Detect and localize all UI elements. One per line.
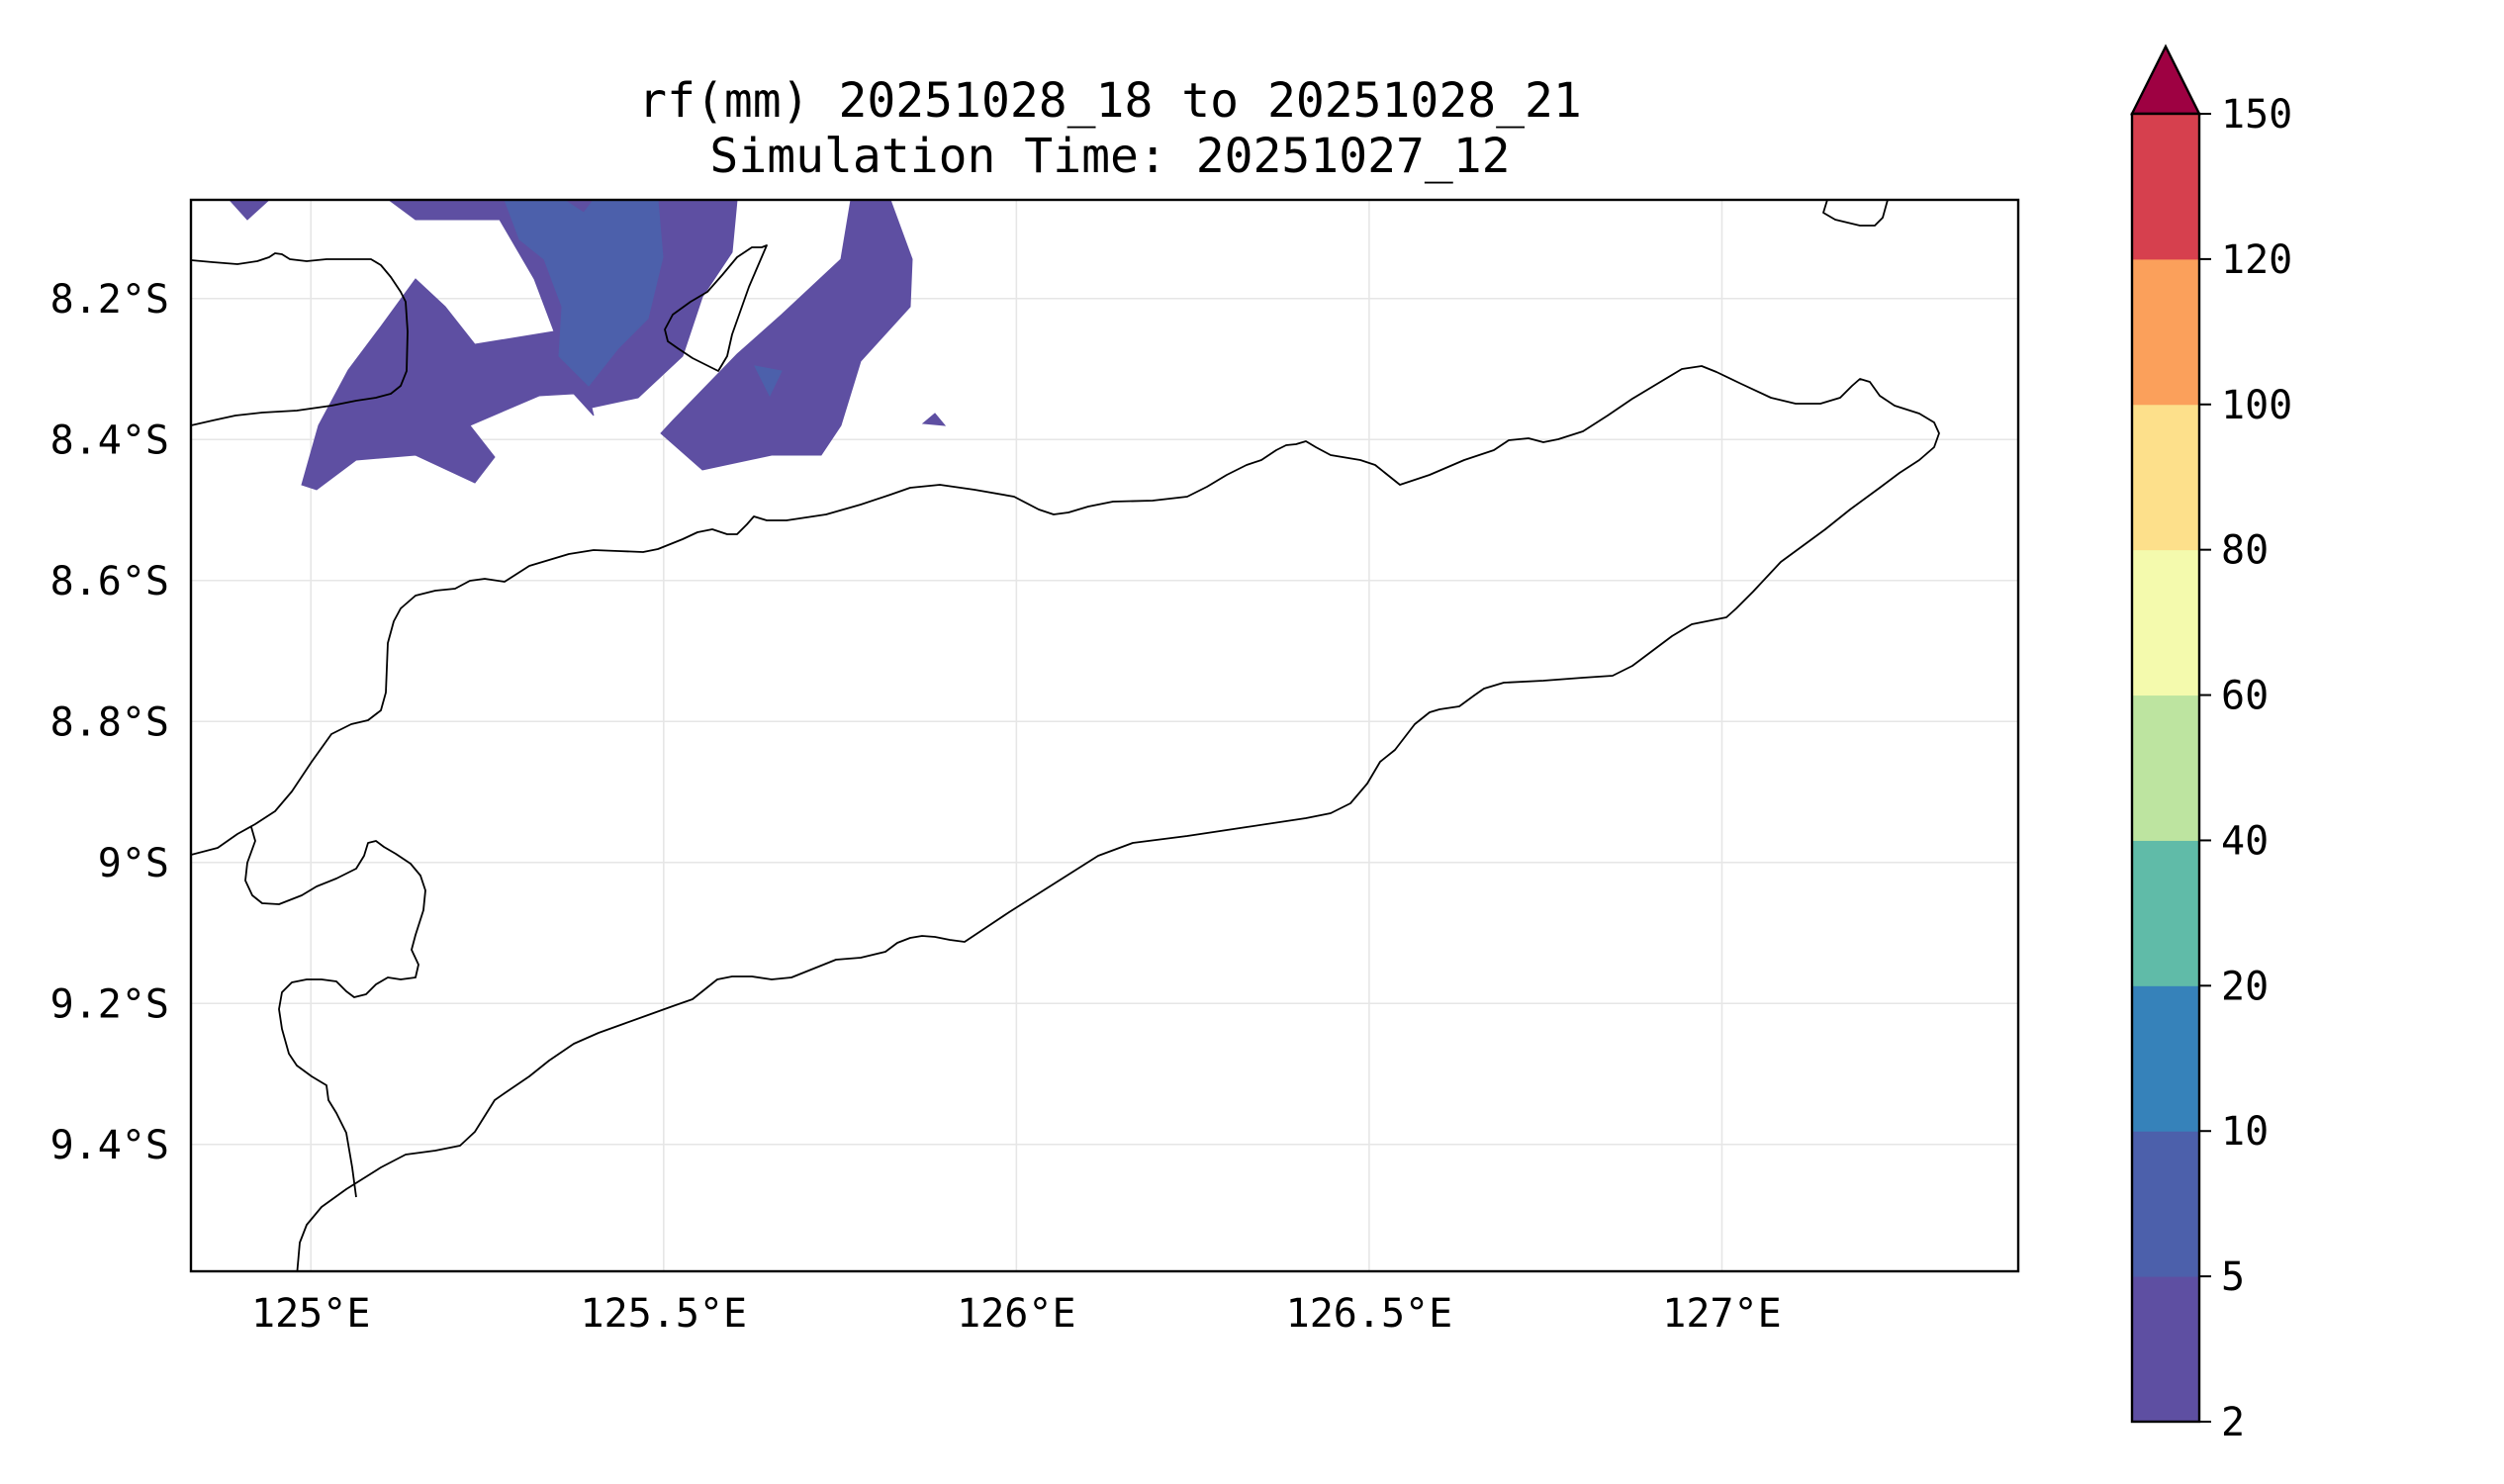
rainfall-contours bbox=[229, 200, 947, 491]
colorbar: 2 5 10 20 40 60 80 100 120 150 bbox=[2130, 44, 2292, 1445]
border-line bbox=[244, 826, 426, 1198]
colorbar-segment bbox=[2132, 114, 2199, 260]
coastline-timor bbox=[191, 365, 1940, 1271]
colorbar-level-label: 150 bbox=[2221, 92, 2292, 138]
colorbar-tick-labels: 2 5 10 20 40 60 80 100 120 150 bbox=[2199, 92, 2292, 1445]
lon-tick-label: 125.5°E bbox=[581, 1291, 748, 1337]
colorbar-frame bbox=[2130, 112, 2201, 1424]
latitude-tick-labels: 8.2°S 8.4°S 8.6°S 8.8°S 9°S 9.2°S 9.4°S bbox=[50, 277, 169, 1168]
coastline-north bbox=[191, 252, 409, 426]
lat-tick-label: 9.4°S bbox=[50, 1123, 169, 1168]
lat-tick-label: 9°S bbox=[98, 841, 169, 886]
colorbar-level-label: 80 bbox=[2221, 528, 2269, 574]
colorbar-segment bbox=[2132, 1276, 2199, 1423]
colorbar-level-label: 120 bbox=[2221, 237, 2292, 283]
lon-tick-label: 126.5°E bbox=[1286, 1291, 1453, 1337]
lat-tick-label: 8.2°S bbox=[50, 277, 169, 323]
lat-tick-label: 8.6°S bbox=[50, 559, 169, 604]
title-line-2: Simulation Time: 20251027_12 bbox=[709, 129, 1510, 184]
colorbar-level-label: 40 bbox=[2221, 818, 2269, 864]
lon-tick-label: 127°E bbox=[1662, 1291, 1781, 1337]
coastlines bbox=[191, 200, 1940, 1271]
colorbar-level-label: 100 bbox=[2221, 383, 2292, 428]
lon-tick-label: 125°E bbox=[251, 1291, 370, 1337]
map-gridlines bbox=[191, 200, 2018, 1271]
colorbar-extend-triangle bbox=[2130, 44, 2201, 116]
lat-tick-label: 8.4°S bbox=[50, 417, 169, 463]
colorbar-segment bbox=[2132, 404, 2199, 551]
map-frame bbox=[189, 198, 2020, 1273]
colorbar-segment bbox=[2132, 695, 2199, 841]
colorbar-level-label: 5 bbox=[2221, 1254, 2245, 1300]
colorbar-level-label: 60 bbox=[2221, 674, 2269, 719]
lon-tick-label: 126°E bbox=[957, 1291, 1075, 1337]
lat-tick-label: 8.8°S bbox=[50, 699, 169, 745]
colorbar-segment bbox=[2132, 985, 2199, 1132]
colorbar-segment bbox=[2132, 1131, 2199, 1277]
lat-tick-label: 9.2°S bbox=[50, 981, 169, 1027]
colorbar-segment bbox=[2132, 258, 2199, 406]
colorbar-segment bbox=[2132, 549, 2199, 696]
title-line-1: rf(mm) 20251028_18 to 20251028_21 bbox=[638, 73, 1582, 129]
rain-contour-5-10mm bbox=[504, 200, 783, 398]
colorbar-level-label: 2 bbox=[2221, 1400, 2245, 1445]
colorbar-level-label: 20 bbox=[2221, 964, 2269, 1009]
colorbar-level-label: 10 bbox=[2221, 1109, 2269, 1155]
coastline-ne-island bbox=[1822, 200, 1889, 227]
coastline-atauro bbox=[664, 244, 768, 372]
longitude-tick-labels: 125°E 125.5°E 126°E 126.5°E 127°E bbox=[251, 1291, 1782, 1337]
colorbar-segment bbox=[2132, 840, 2199, 986]
